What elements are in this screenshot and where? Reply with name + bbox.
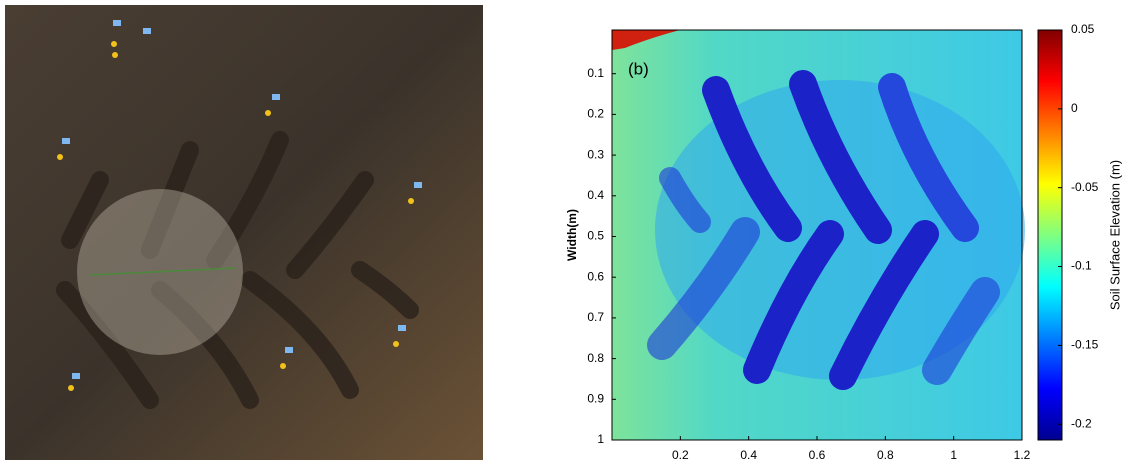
- colorbar-tick-label: 0.05: [1071, 22, 1095, 36]
- y-tick-label: 0.1: [587, 66, 604, 80]
- x-tick-label: 0.6: [809, 448, 826, 462]
- heatmap: [612, 30, 1025, 440]
- y-tick-label: 0.3: [587, 147, 604, 161]
- figure: (b) Width(m) Soil Surface Elevation (m) …: [0, 0, 1130, 465]
- y-tick-label: 0.9: [587, 391, 604, 405]
- x-tick-label: 0.8: [877, 448, 894, 462]
- x-tick-label: 0.4: [740, 448, 757, 462]
- y-tick-label: 0.7: [587, 310, 604, 324]
- x-tick-label: 0.2: [672, 448, 689, 462]
- colorbar-tick-label: 0: [1071, 101, 1078, 115]
- y-tick-label: 0.4: [587, 188, 604, 202]
- x-tick-label: 1.2: [1014, 448, 1031, 462]
- colorbar-label: Soil Surface Elevation (m): [1107, 160, 1122, 310]
- y-tick-label: 0.5: [587, 229, 604, 243]
- y-axis-label: Width(m): [565, 209, 579, 261]
- colorbar: [1038, 30, 1062, 440]
- page: (b) Width(m) Soil Surface Elevation (m) …: [0, 0, 1130, 465]
- y-tick-label: 0.2: [587, 107, 604, 121]
- colorbar-tick-label: -0.1: [1071, 259, 1092, 273]
- photo: [5, 5, 483, 460]
- y-tick-label: 0.6: [587, 269, 604, 283]
- y-tick-label: 0.8: [587, 351, 604, 365]
- y-tick-label: 1: [597, 432, 604, 446]
- x-tick-label: 1: [950, 448, 957, 462]
- colorbar-tick-label: -0.15: [1071, 338, 1099, 352]
- colorbar-tick-label: -0.05: [1071, 180, 1099, 194]
- colorbar-tick-label: -0.2: [1071, 416, 1092, 430]
- panel-label: (b): [628, 59, 649, 78]
